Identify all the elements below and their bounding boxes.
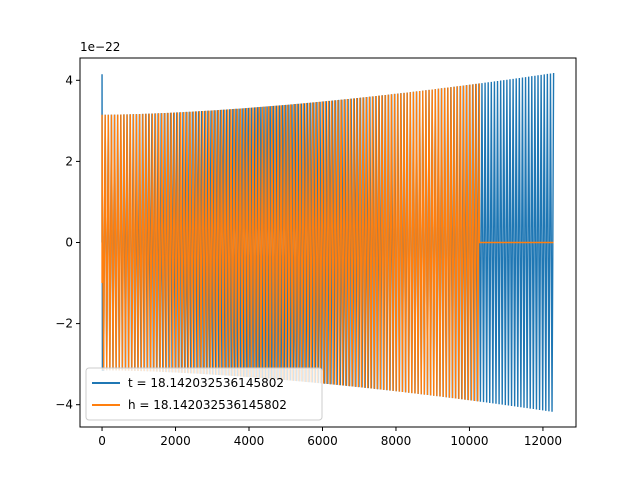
x-tick-label: 4000 (234, 434, 265, 448)
x-tick-label: 8000 (381, 434, 412, 448)
x-tick-label: 0 (98, 434, 106, 448)
x-tick-label: 2000 (160, 434, 191, 448)
series-line-h (101, 83, 554, 402)
y-tick-label: −2 (55, 317, 73, 331)
y-axis: −4 −2 0 2 4 (55, 73, 80, 412)
x-tick-label: 6000 (307, 434, 338, 448)
legend-box (85, 367, 323, 421)
y-tick-label: 4 (65, 73, 73, 87)
x-tick-label: 10000 (450, 434, 488, 448)
y-tick-label: 2 (65, 154, 73, 168)
series-layer (101, 72, 555, 412)
y-tick-label: −4 (55, 398, 73, 412)
y-tick-label: 0 (65, 236, 73, 250)
legend-label-t: t = 18.142032536145802 (128, 376, 284, 390)
y-scale-label: 1e−22 (80, 40, 120, 54)
legend-label-h: h = 18.142032536145802 (128, 398, 287, 412)
x-tick-label: 12000 (524, 434, 562, 448)
legend: t = 18.142032536145802 h = 18.1420325361… (85, 367, 323, 421)
x-axis: 0 2000 4000 6000 8000 10000 12000 (98, 427, 562, 448)
